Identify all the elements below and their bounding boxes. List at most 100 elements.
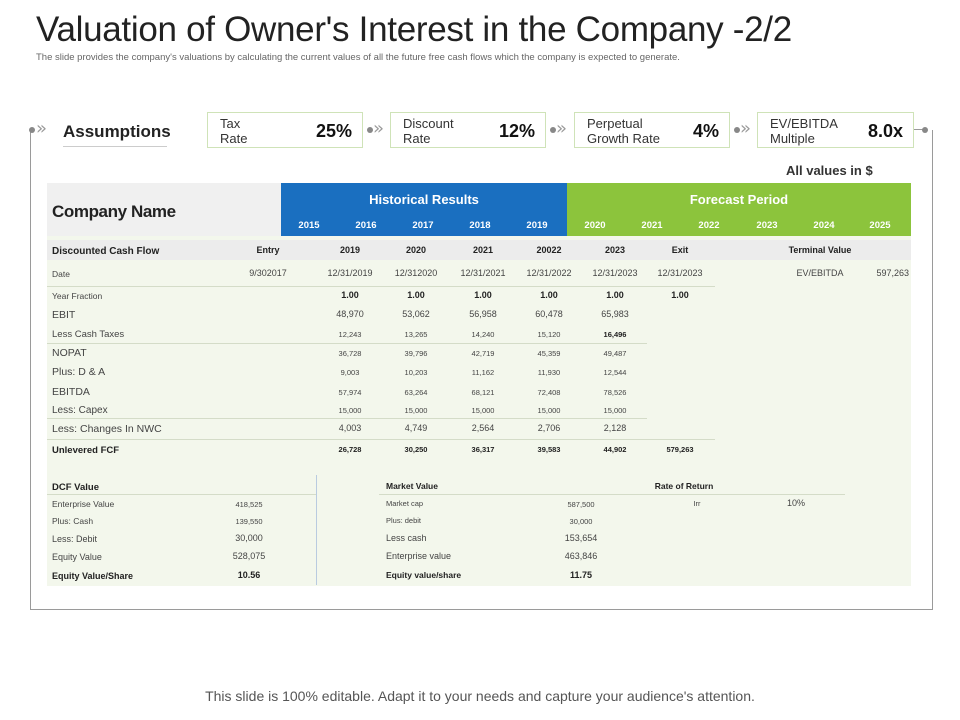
slide-title: Valuation of Owner's Interest in the Com… [36,10,792,49]
dcf-header-row [47,240,911,260]
row-label: Plus: D & A [52,366,106,378]
row-divider [47,418,647,419]
dcf-row-value: 10.56 [237,570,261,580]
cell-value: 36,728 [338,349,362,358]
year-fraction-value: 1.00 [671,290,689,300]
market-value-title: Market Value [386,481,438,491]
dcf-row-label: Equity Value/Share [52,571,134,581]
assumption-label: Perpetual Growth Rate [587,116,660,146]
cell-value: 9,003 [340,368,360,377]
cell-value: 11,930 [537,368,561,377]
company-name: Company Name [52,202,176,221]
cell-value: 15,120 [537,330,561,339]
irr-label: Irr [693,499,701,508]
row-label: NOPAT [52,347,87,359]
historical-results-title: Historical Results [369,192,479,207]
cell-value: 57,974 [338,388,362,397]
assumption-label: Tax Rate [220,116,248,146]
cell-value: 15,000 [471,406,495,415]
bullet-dot-icon [734,127,740,133]
row-label: Date [52,269,70,279]
cell-value: 39,583 [537,445,561,454]
market-row-label: Less cash [386,533,427,543]
dcf-col-header: Entry [256,245,280,255]
connector-line [914,129,926,130]
dcf-row-value: 30,000 [235,533,263,543]
cell-value: 12,243 [338,330,362,339]
valuation-table: Company Name Historical Results 2015 201… [47,183,911,586]
cell-value: 15,000 [603,406,627,415]
market-row-label: Enterprise value [386,551,452,561]
market-row-label: Equity value/share [386,570,462,580]
year-label: 2015 [298,220,320,231]
year-label: 2024 [813,220,835,231]
row-label: Year Fraction [52,291,103,301]
year-fraction-value: 1.00 [540,290,558,300]
dcf-row-value: 139,550 [235,517,263,526]
cell-value: 78,526 [603,388,627,397]
cell-value: 39,796 [404,349,428,358]
market-row-value: 30,000 [569,517,593,526]
cell-value: 36,317 [471,445,495,454]
units-note: All values in $ [786,163,873,178]
dcf-row-label: Plus: Cash [52,516,94,526]
slide-subtitle: The slide provides the company's valuati… [36,52,680,63]
assumption-discount-rate: Discount Rate 12% [390,112,546,148]
market-row-value: 11.75 [569,570,593,580]
cell-value: 13,265 [404,330,428,339]
assumptions-bar: » Assumptions Tax Rate 25% » Discount Ra… [26,112,936,148]
year-fraction-value: 1.00 [474,290,492,300]
assumption-tax-rate: Tax Rate 25% [207,112,363,148]
assumptions-label: Assumptions [63,122,171,147]
row-label: EBITDA [52,386,90,398]
year-fraction-value: 1.00 [606,290,624,300]
assumption-label: Discount Rate [403,116,454,146]
row-label: Unlevered FCF [52,445,120,456]
assumption-label: EV/EBITDA Multiple [770,116,838,146]
cell-value: 49,487 [603,349,627,358]
cell-value: 53,062 [402,309,430,319]
assumption-perpetual-growth-rate: Perpetual Growth Rate 4% [574,112,730,148]
cell-value: 15,000 [537,406,561,415]
year-label: 2017 [412,220,434,231]
cell-value: 11,162 [471,368,495,377]
dcf-header-label: Discounted Cash Flow [52,246,160,257]
cell-value: 60,478 [535,309,563,319]
dcf-row-value: 418,525 [235,500,263,509]
row-label: Less Cash Taxes [52,329,125,340]
footer-note: This slide is 100% editable. Adapt it to… [205,688,755,704]
cell-value: 2,564 [471,423,495,433]
cell-value: 15,000 [404,406,428,415]
section-divider [47,494,317,495]
year-label: 2018 [469,220,491,231]
year-label: 2020 [584,220,606,231]
forecast-period-header: Forecast Period 2020 2021 2022 2023 2024… [567,183,911,236]
market-row-label: Market cap [386,499,424,508]
row-label: EBIT [52,309,76,321]
bullet-dot-icon [922,127,928,133]
cell-value: 72,408 [537,388,561,397]
cell-value: 68,121 [471,388,495,397]
bullet-dot-icon [550,127,556,133]
assumption-value: 4% [692,121,719,141]
historical-results-header: Historical Results 2015 2016 2017 2018 2… [281,183,567,236]
dcf-row-label: Enterprise Value [52,499,115,509]
dcf-row-label: Equity Value [52,552,102,562]
cell-value: 14,240 [471,330,495,339]
year-label: 2016 [355,220,377,231]
dcf-row-value: 528,075 [232,551,266,561]
rate-of-return-title: Rate of Return [654,481,714,491]
chevron-right-icon: » [740,118,752,139]
dcf-col-header: 20022 [536,245,562,255]
row-divider [47,343,647,344]
row-label: Less: Changes In NWC [52,423,162,435]
bullet-dot-icon [367,127,373,133]
cell-value: 42,719 [471,349,495,358]
date-value: 12/31/2023 [592,268,638,278]
market-row-value: 587,500 [567,500,595,509]
section-divider [379,494,845,495]
date-value: 12/31/2019 [327,268,373,278]
dcf-col-header: Exit [671,245,689,255]
cell-value: 44,902 [603,445,627,454]
row-label: Less: Capex [52,405,108,416]
